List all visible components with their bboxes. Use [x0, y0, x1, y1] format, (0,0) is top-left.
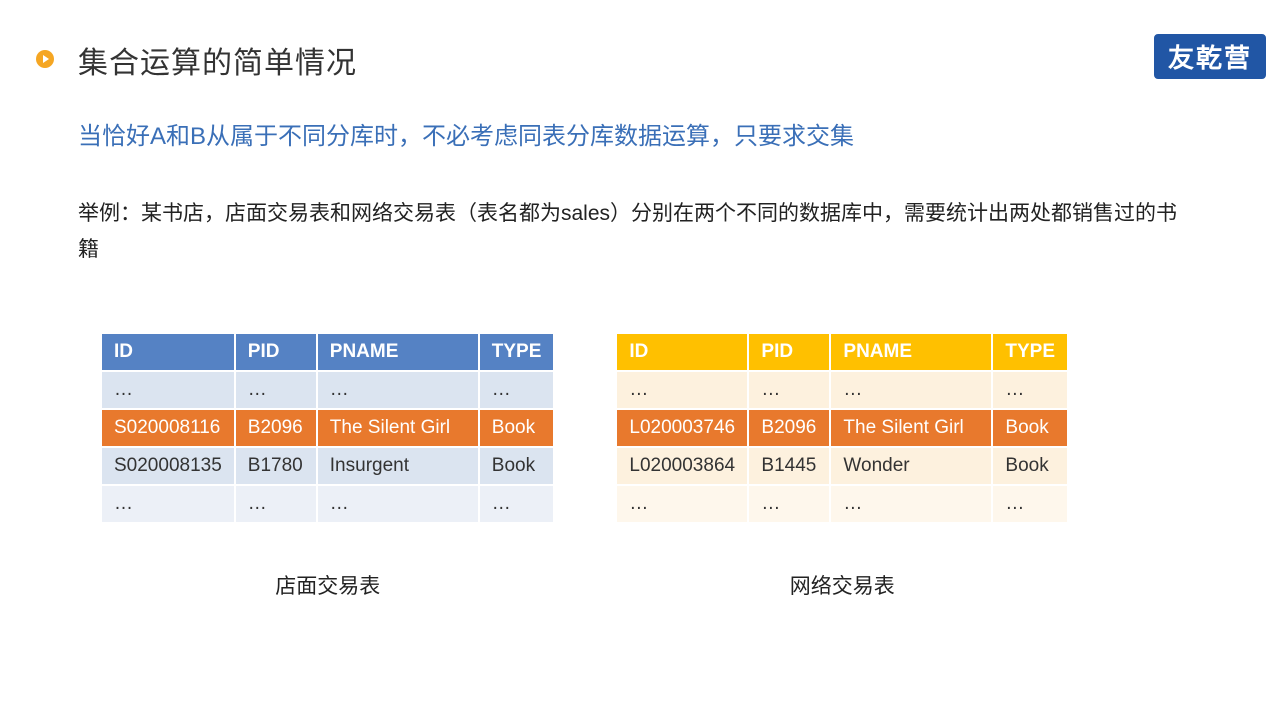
col-pid-header: PID — [236, 334, 316, 370]
cell: … — [749, 486, 829, 522]
example-paragraph: 举例：某书店，店面交易表和网络交易表（表名都为sales）分别在两个不同的数据库… — [78, 196, 1188, 267]
left-table-block: ID PID PNAME TYPE … … … … S020008116 B20… — [100, 332, 555, 600]
cell: … — [993, 486, 1067, 522]
cell: S020008135 — [102, 448, 234, 484]
cell: B2096 — [236, 410, 316, 446]
online-sales-table: ID PID PNAME TYPE … … … … L020003746 B20… — [615, 332, 1069, 524]
col-id-header: ID — [617, 334, 747, 370]
cell: … — [480, 486, 554, 522]
table-row: S020008135 B1780 Insurgent Book — [102, 448, 553, 484]
cell: … — [236, 372, 316, 408]
cell: S020008116 — [102, 410, 234, 446]
table-header-row: ID PID PNAME TYPE — [617, 334, 1067, 370]
cell: … — [102, 486, 234, 522]
cell: The Silent Girl — [318, 410, 478, 446]
cell: … — [831, 486, 991, 522]
col-type-header: TYPE — [480, 334, 554, 370]
table-row: … … … … — [617, 486, 1067, 522]
cell: … — [480, 372, 554, 408]
cell: … — [318, 372, 478, 408]
cell: Wonder — [831, 448, 991, 484]
tables-container: ID PID PNAME TYPE … … … … S020008116 B20… — [100, 332, 1069, 600]
cell: … — [993, 372, 1067, 408]
table-row: … … … … — [617, 372, 1067, 408]
col-pid-header: PID — [749, 334, 829, 370]
col-pname-header: PNAME — [318, 334, 478, 370]
table-header-row: ID PID PNAME TYPE — [102, 334, 553, 370]
cell: B1445 — [749, 448, 829, 484]
cell: Insurgent — [318, 448, 478, 484]
cell: … — [749, 372, 829, 408]
cell: The Silent Girl — [831, 410, 991, 446]
cell: … — [617, 486, 747, 522]
cell: … — [236, 486, 316, 522]
logo-badge: 友乾营 — [1152, 32, 1268, 81]
right-table-caption: 网络交易表 — [790, 570, 895, 600]
table-row: … … … … — [102, 372, 553, 408]
cell: Book — [993, 410, 1067, 446]
col-id-header: ID — [102, 334, 234, 370]
cell: … — [102, 372, 234, 408]
cell: … — [831, 372, 991, 408]
table-row: … … … … — [102, 486, 553, 522]
cell: L020003864 — [617, 448, 747, 484]
right-table-block: ID PID PNAME TYPE … … … … L020003746 B20… — [615, 332, 1069, 600]
table-row: L020003864 B1445 Wonder Book — [617, 448, 1067, 484]
col-type-header: TYPE — [993, 334, 1067, 370]
store-sales-table: ID PID PNAME TYPE … … … … S020008116 B20… — [100, 332, 555, 524]
slide-title: 集合运算的简单情况 — [78, 38, 357, 82]
table-row-highlight: L020003746 B2096 The Silent Girl Book — [617, 410, 1067, 446]
table-row-highlight: S020008116 B2096 The Silent Girl Book — [102, 410, 553, 446]
cell: B2096 — [749, 410, 829, 446]
bullet-icon — [36, 50, 54, 68]
left-table-caption: 店面交易表 — [275, 570, 380, 600]
cell: … — [617, 372, 747, 408]
cell: L020003746 — [617, 410, 747, 446]
cell: … — [318, 486, 478, 522]
cell: Book — [480, 448, 554, 484]
cell: Book — [993, 448, 1067, 484]
cell: Book — [480, 410, 554, 446]
subtitle-text: 当恰好A和B从属于不同分库时，不必考虑同表分库数据运算，只要求交集 — [78, 116, 854, 151]
col-pname-header: PNAME — [831, 334, 991, 370]
cell: B1780 — [236, 448, 316, 484]
